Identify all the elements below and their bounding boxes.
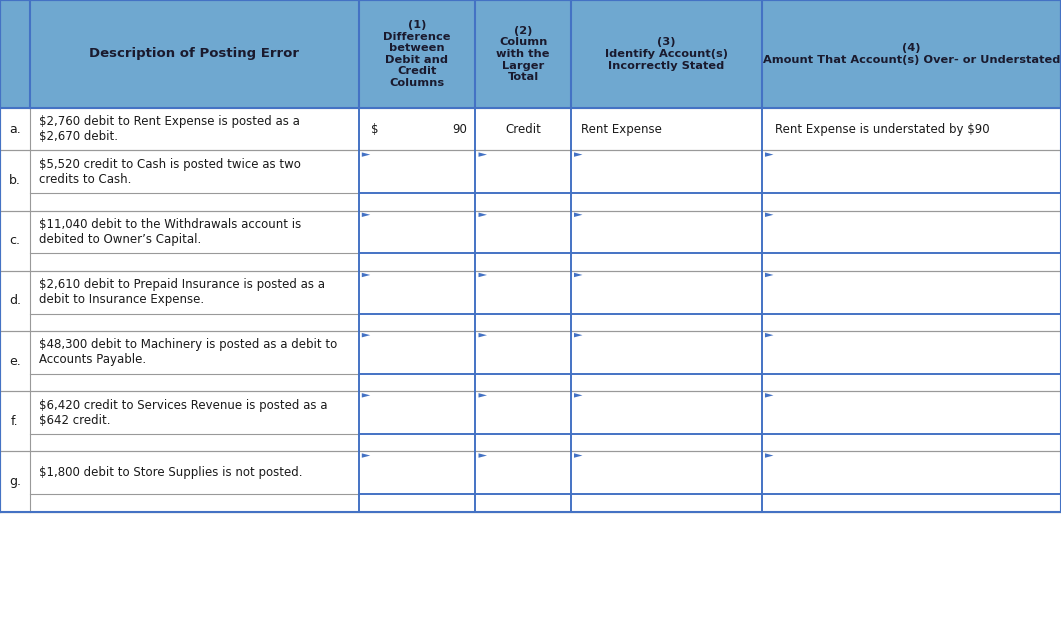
Text: d.: d.: [8, 295, 21, 307]
Bar: [0, 0, 1061, 108]
Text: $48,300 debit to Machinery is posted as a debit to
Accounts Payable.: $48,300 debit to Machinery is posted as …: [39, 339, 337, 366]
Text: $1,800 debit to Store Supplies is not posted.: $1,800 debit to Store Supplies is not po…: [39, 466, 302, 479]
Polygon shape: [574, 213, 582, 217]
Polygon shape: [765, 213, 773, 217]
Text: c.: c.: [10, 234, 20, 247]
Bar: [0, 150, 1061, 211]
Polygon shape: [362, 453, 370, 458]
Polygon shape: [765, 453, 773, 458]
Polygon shape: [362, 333, 370, 337]
Text: a.: a.: [8, 123, 21, 135]
Polygon shape: [362, 273, 370, 277]
Polygon shape: [479, 213, 487, 217]
Polygon shape: [765, 333, 773, 337]
Polygon shape: [574, 453, 582, 458]
Polygon shape: [574, 333, 582, 337]
Polygon shape: [765, 152, 773, 157]
Text: f.: f.: [11, 415, 19, 428]
Text: $5,520 credit to Cash is posted twice as two
credits to Cash.: $5,520 credit to Cash is posted twice as…: [39, 158, 301, 186]
Text: (2)
Column
with the
Larger
Total: (2) Column with the Larger Total: [497, 26, 550, 82]
Text: $2,760 debit to Rent Expense is posted as a
$2,670 debit.: $2,760 debit to Rent Expense is posted a…: [39, 115, 300, 143]
Text: g.: g.: [8, 475, 21, 488]
Text: $11,040 debit to the Withdrawals account is
debited to Owner’s Capital.: $11,040 debit to the Withdrawals account…: [39, 218, 301, 246]
Text: b.: b.: [8, 174, 21, 187]
Polygon shape: [765, 393, 773, 398]
Bar: [0, 271, 1061, 331]
Text: $: $: [371, 123, 379, 135]
Bar: [0, 211, 1061, 271]
Polygon shape: [765, 273, 773, 277]
Text: (4)
Amount That Account(s) Over- or Understated: (4) Amount That Account(s) Over- or Unde…: [763, 43, 1060, 65]
Polygon shape: [362, 152, 370, 157]
Polygon shape: [574, 152, 582, 157]
Bar: [0, 331, 1061, 391]
Bar: [0, 108, 1061, 150]
Bar: [0, 391, 1061, 451]
Text: $2,610 debit to Prepaid Insurance is posted as a
debit to Insurance Expense.: $2,610 debit to Prepaid Insurance is pos…: [39, 278, 326, 306]
Text: Credit: Credit: [505, 123, 541, 135]
Text: (3)
Identify Account(s)
Incorrectly Stated: (3) Identify Account(s) Incorrectly Stat…: [605, 38, 728, 70]
Text: Rent Expense is understated by $90: Rent Expense is understated by $90: [775, 123, 989, 135]
Polygon shape: [362, 213, 370, 217]
Text: Rent Expense: Rent Expense: [581, 123, 662, 135]
Polygon shape: [574, 393, 582, 398]
Text: e.: e.: [8, 355, 21, 367]
Polygon shape: [479, 393, 487, 398]
Polygon shape: [479, 273, 487, 277]
Polygon shape: [574, 273, 582, 277]
Polygon shape: [479, 453, 487, 458]
Polygon shape: [479, 333, 487, 337]
Text: $6,420 credit to Services Revenue is posted as a
$642 credit.: $6,420 credit to Services Revenue is pos…: [39, 399, 328, 426]
Text: (1)
Difference
between
Debit and
Credit
Columns: (1) Difference between Debit and Credit …: [383, 20, 451, 88]
Polygon shape: [479, 152, 487, 157]
Bar: [0, 451, 1061, 512]
Text: Description of Posting Error: Description of Posting Error: [89, 48, 299, 60]
Text: 90: 90: [452, 123, 467, 135]
Polygon shape: [362, 393, 370, 398]
